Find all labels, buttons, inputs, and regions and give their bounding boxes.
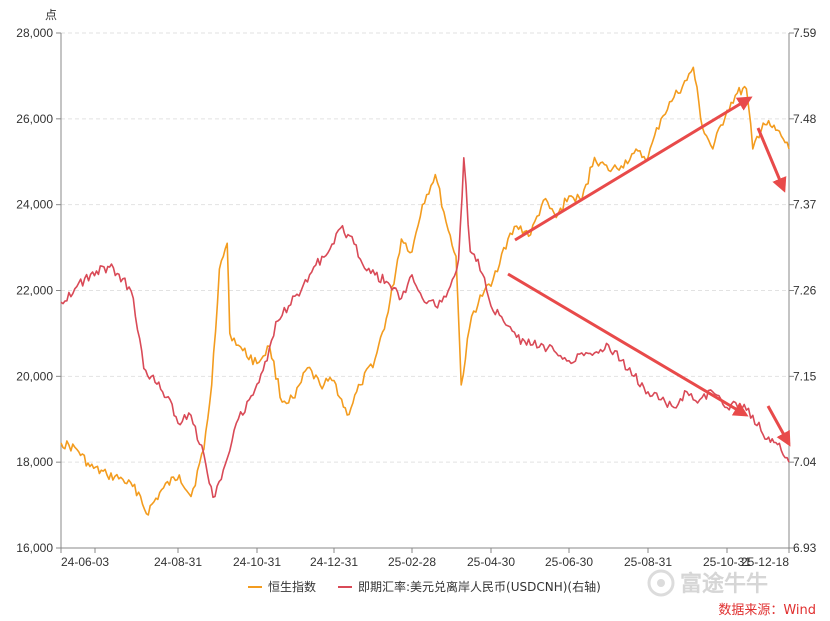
right-tick-label: 7.26 [793,284,817,298]
legend-label-usdcnh: 即期汇率:美元兑离岸人民币(USDCNH)(右轴) [358,579,601,594]
trend-arrow-down-fx [507,272,749,417]
y-axis-unit-label: 点 [45,8,57,22]
left-tick-label: 16,000 [16,541,53,555]
series-lines [60,66,790,516]
trend-arrow-up [514,96,753,242]
watermark-text: 富途牛牛 [680,571,768,597]
x-tick-label: 24-12-31 [310,555,358,569]
left-axis-ticks: 16,000 18,000 20,000 22,000 24,000 26,000 28,0… [16,26,61,555]
legend-label-hsi: 恒生指数 [268,579,316,594]
right-tick-label: 6.93 [793,541,817,555]
watermark-logo-icon [647,569,675,597]
x-tick-label: 24-08-31 [154,555,202,569]
watermark: 富途牛牛 [647,569,768,597]
right-tick-label: 7.04 [793,455,817,469]
right-axis-ticks: 6.93 7.04 7.15 7.26 7.37 7.48 7.59 [789,26,817,555]
trend-arrows [507,96,791,447]
legend: 恒生指数 即期汇率:美元兑离岸人民币(USDCNH)(右轴) [248,579,601,594]
trend-arrow-down-fx-end [766,405,791,447]
x-tick-label: 24-06-03 [61,555,109,569]
x-tick-label: 25-04-30 [467,555,515,569]
left-tick-label: 20,000 [16,369,53,383]
x-tick-label: 25-08-31 [624,555,672,569]
left-tick-label: 26,000 [16,112,53,126]
trend-arrow-down-index [756,127,787,193]
x-tick-label: 25-02-28 [388,555,436,569]
x-tick-label: 25-12-18 [741,555,789,569]
x-axis-ticks: 24-06-03 24-08-31 24-10-31 24-12-31 25-02-28… [60,548,790,569]
left-tick-label: 22,000 [16,284,53,298]
legend-item-usdcnh: 即期汇率:美元兑离岸人民币(USDCNH)(右轴) [338,579,601,594]
watermark-logo-inner-icon [657,579,665,587]
right-tick-label: 7.15 [793,369,817,383]
legend-item-hsi: 恒生指数 [248,579,316,594]
source-note: 数据来源：Wind [718,603,816,618]
series-line-hsi [60,66,790,516]
right-tick-label: 7.37 [793,198,817,212]
x-tick-label: 25-10-31 [703,555,751,569]
series-line-usdcnh [60,157,790,499]
left-tick-label: 18,000 [16,455,53,469]
grid-lines [61,32,789,463]
x-tick-label: 24-10-31 [233,555,281,569]
left-tick-label: 24,000 [16,198,53,212]
x-tick-label: 25-06-30 [545,555,593,569]
right-tick-label: 7.59 [793,26,817,40]
left-tick-label: 28,000 [16,26,53,40]
right-tick-label: 7.48 [793,112,817,126]
